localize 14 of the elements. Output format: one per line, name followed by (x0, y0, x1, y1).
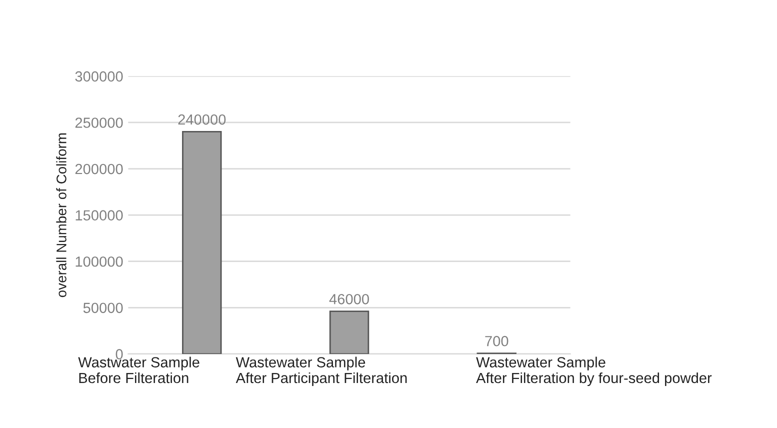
data-label: 240000 (178, 114, 226, 125)
y-tick-label: 300000 (75, 71, 123, 82)
y-tick-label: 200000 (75, 164, 123, 174)
y-tick-label: 0 (116, 349, 123, 360)
y-tick-label: 100000 (76, 256, 123, 267)
x-tick-label: Wastewater Sample After Participant Filteration (236, 356, 407, 386)
y-axis-title: overall Number of Coliform (56, 133, 66, 298)
data-label: 46000 (329, 294, 369, 304)
y-tick-label: 50000 (83, 302, 123, 314)
data-label: 700 (485, 336, 508, 346)
x-tick-label: Wastwater Sample Before Filteration (78, 356, 200, 384)
y-tick-label: 250000 (75, 118, 123, 128)
y-tick-label: 150000 (76, 210, 123, 220)
x-tick-label: Wastewater Sample After Filteration by four-seed powder (476, 356, 712, 386)
